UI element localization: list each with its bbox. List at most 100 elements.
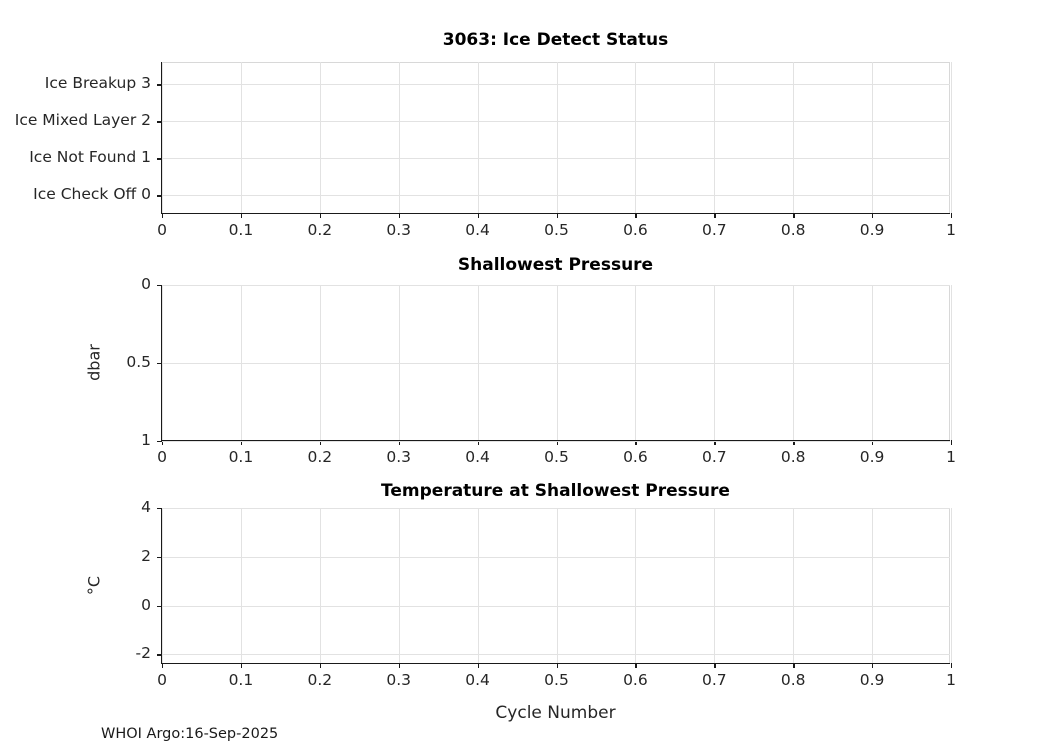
x-tick-label: 1 [946,221,956,239]
gridline-vertical [793,508,795,663]
gridline-vertical [240,285,242,440]
x-tick-mark [872,213,874,218]
gridline-vertical [951,508,952,663]
x-tick-mark [714,213,716,218]
x-tick-label: 0.4 [465,448,490,466]
x-tick-label: 0.2 [307,221,333,239]
subplot-title-temperature-at-shallowest-pressure: Temperature at Shallowest Pressure [381,481,730,501]
x-tick-label: 0.1 [228,221,254,239]
gridline-horizontal [162,441,950,442]
gridline-horizontal [162,556,950,558]
x-tick-label: 0.4 [465,221,490,239]
y-tick-label: Ice Check Off 0 [33,185,151,204]
gridline-vertical [162,285,163,440]
gridline-horizontal [162,654,950,656]
x-tick-mark [793,213,795,218]
figure-footer-credit: WHOI Argo:16-Sep-2025 [101,726,279,742]
axes-frame-right [949,62,950,213]
gridline-vertical [714,508,716,663]
gridline-vertical [556,508,558,663]
gridline-vertical [714,285,716,440]
x-tick-mark [477,213,479,218]
y-tick-mark [157,195,162,197]
x-tick-label: 1 [946,671,956,689]
gridline-vertical [398,508,400,663]
gridline-vertical [793,62,795,213]
plot-area-ice-detect-status: 0 0.1 0.2 0.3 0.4 0.5 0.6 0.7 0.8 0.9 1 Ice Breakup… [15,62,956,238]
gridline-vertical [872,285,874,440]
subplot-title-ice-detect-status: 3063: Ice Detect Status [442,30,669,50]
gridline-vertical [793,285,795,440]
gridline-vertical [556,285,558,440]
x-tick-label: 0.8 [780,671,806,689]
y-tick-label: 4 [141,498,151,516]
y-tick-mark [157,605,162,607]
y-tick-label: Ice Not Found 1 [29,148,151,167]
y-tick-mark [157,556,162,559]
x-tick-label: 0.2 [307,448,333,466]
x-tick-label: 0.9 [859,671,885,689]
y-tick-mark [157,285,162,287]
y-tick-mark [157,121,162,123]
gridline-vertical [162,62,163,213]
gridline-vertical [556,62,558,213]
x-tick-mark [319,663,322,668]
x-tick-label: 0.6 [623,671,648,689]
gridline-vertical [398,285,400,440]
x-tick-mark [319,440,322,445]
gridline-vertical [319,62,321,213]
gridline-vertical [635,508,637,663]
x-tick-label: 0 [157,671,167,689]
x-tick-label: 0.3 [386,671,412,689]
gridline-vertical [240,62,242,213]
plot-area-shallowest-pressure: 0 0.1 0.2 0.3 0.4 0.5 0.6 0.7 0.8 0.9 1 0 0.5 1 dbar [85,276,956,464]
gridline-vertical [319,285,321,440]
x-tick-mark [477,440,479,445]
gridline-horizontal [162,508,950,509]
y-tick-mark [157,508,162,510]
x-tick-label: 0.5 [544,221,569,239]
gridline-vertical [398,62,400,213]
x-tick-mark [162,213,164,218]
x-tick-mark [556,213,558,218]
x-tick-mark [951,663,953,668]
x-tick-label: 0.5 [544,671,569,689]
x-tick-mark [714,440,716,445]
x-tick-mark [951,213,953,218]
gridline-vertical [477,508,479,663]
gridline-horizontal [162,285,950,286]
plot-area-temperature-at-shallowest-pressure: 0 0.1 0.2 0.3 0.4 0.5 0.6 0.7 0.8 0.9 1 4 2 0 -2 °C [85,499,956,687]
gridline-vertical [635,285,637,440]
x-tick-mark [714,663,716,668]
y-tick-mark [157,441,162,443]
subplot-temperature-at-shallowest-pressure: Temperature at Shallowest Pressure 0 0.1 0… [85,481,956,688]
x-tick-mark [556,663,558,668]
y-tick-mark [157,363,162,365]
y-axis-label: dbar [84,344,104,381]
y-tick-mark [157,654,162,656]
axes-frame-right [949,508,950,663]
gridline-vertical [477,62,479,213]
x-tick-label: 1 [946,448,956,466]
x-tick-mark [240,663,243,668]
y-tick-label: Ice Mixed Layer 2 [14,111,151,130]
x-tick-mark [635,663,637,668]
gridline-vertical [951,285,952,440]
gridline-horizontal [162,84,950,86]
y-tick-label: 0 [141,595,151,614]
y-tick-label: Ice Breakup 3 [44,74,151,93]
x-tick-mark [162,663,164,668]
x-tick-mark [319,213,322,218]
gridline-horizontal [162,195,950,197]
y-tick-label: 2 [141,546,151,565]
gridline-vertical [477,285,479,440]
y-tick-label: 1 [141,431,151,449]
x-tick-mark [951,440,953,445]
x-tick-mark [556,440,558,445]
gridline-horizontal [162,158,950,160]
x-tick-label: 0.1 [228,448,254,466]
x-tick-label: 0.9 [859,221,885,239]
x-tick-label: 0.5 [544,448,569,466]
subplot-shallowest-pressure: Shallowest Pressure 0 0.1 0.2 0.3 0.4 0.5 0.6 0… [85,255,956,465]
